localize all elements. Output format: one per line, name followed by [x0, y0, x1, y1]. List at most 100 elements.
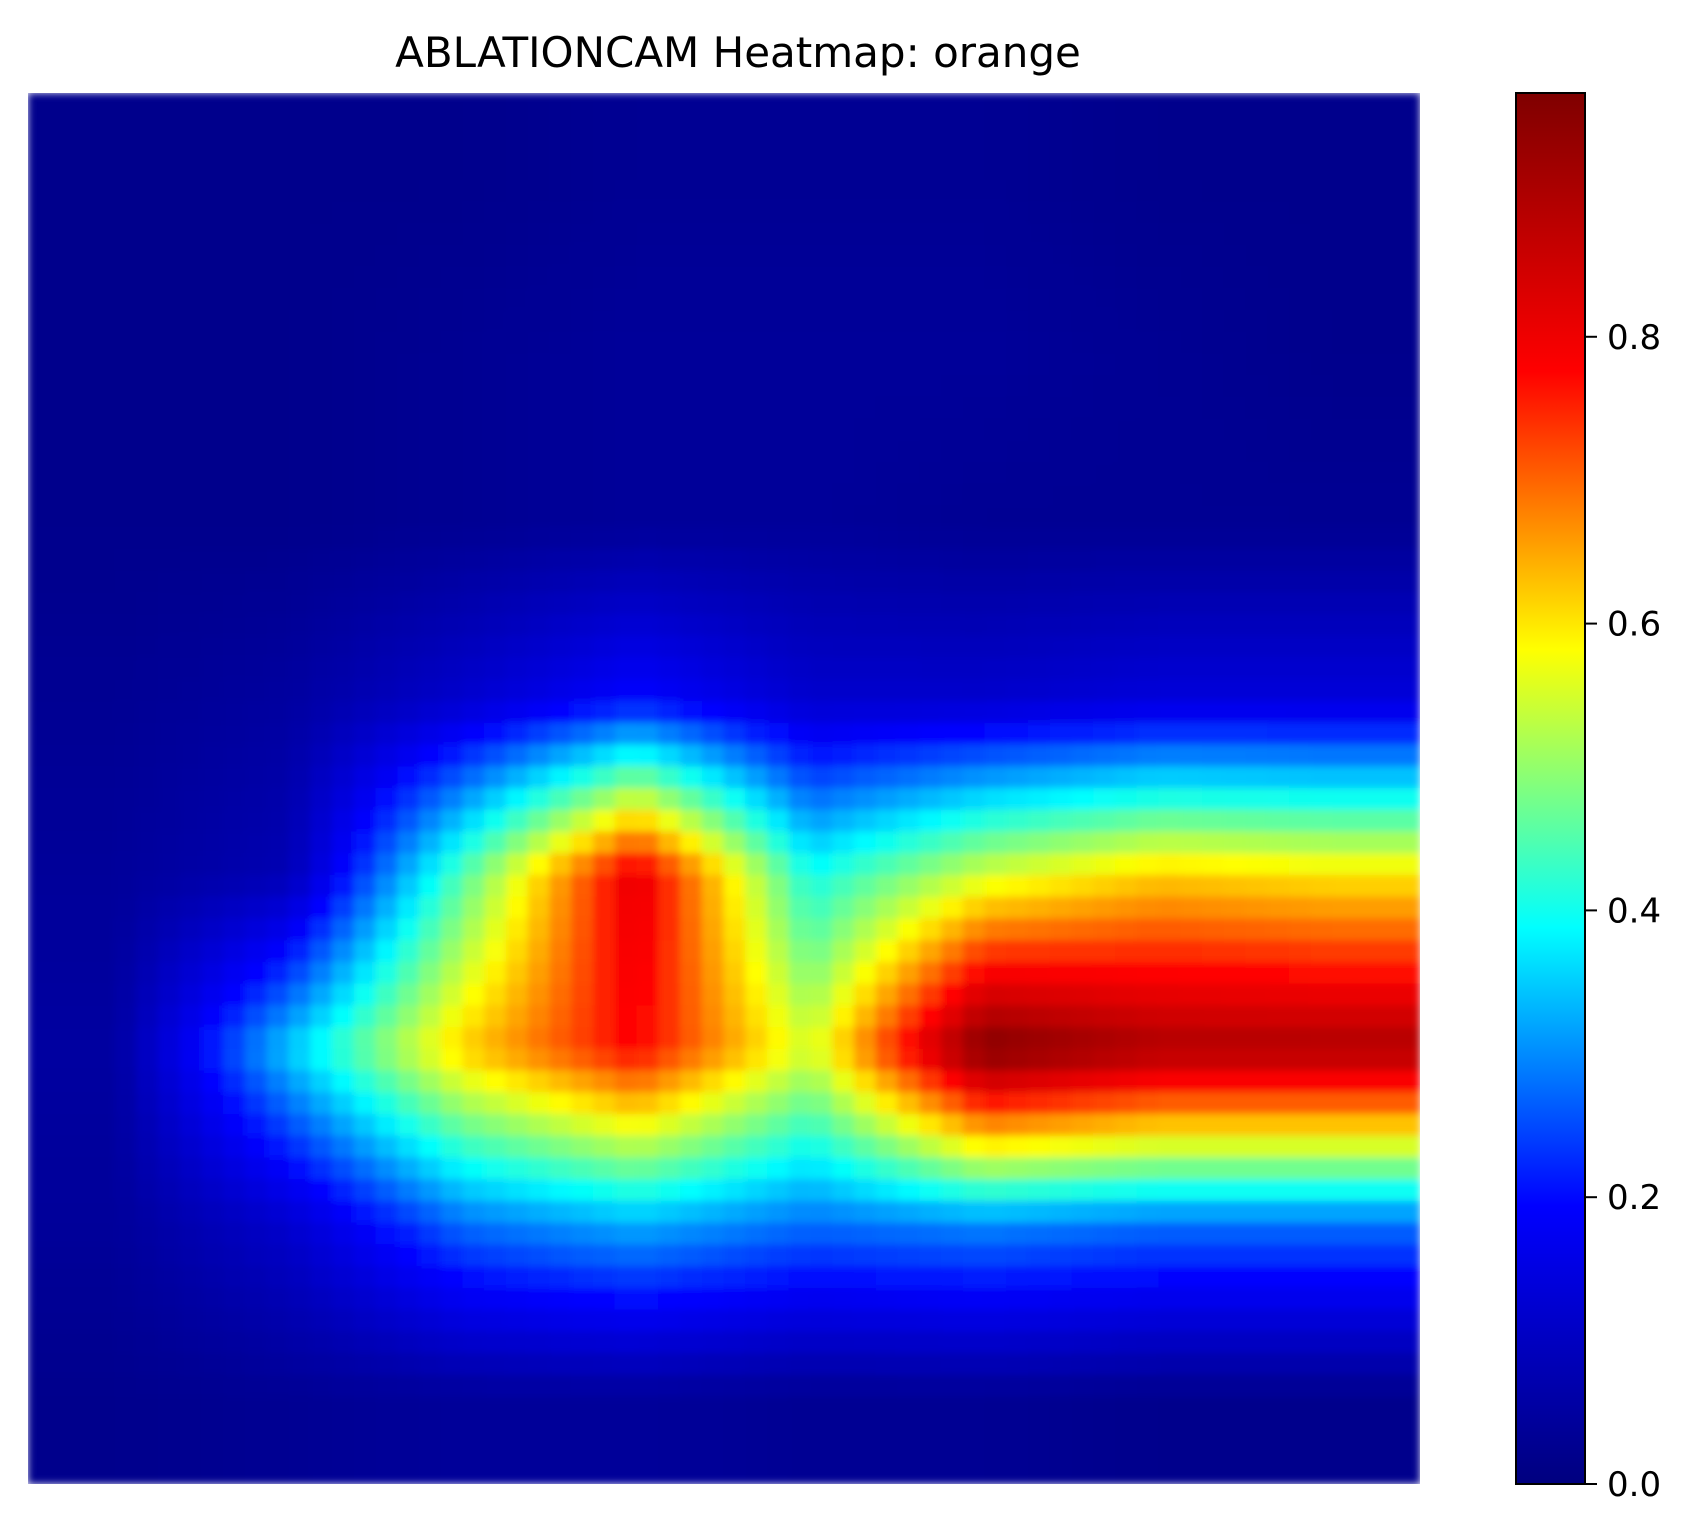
heatmap-cell	[636, 853, 660, 876]
heatmap-cell	[1354, 722, 1377, 746]
heatmap-cell	[136, 809, 159, 833]
heatmap-cell	[288, 135, 312, 159]
heatmap-cell	[701, 201, 725, 224]
heatmap-cell	[158, 353, 181, 377]
heatmap-cell	[353, 505, 377, 529]
heatmap-cell	[1397, 766, 1420, 789]
heatmap-cell	[1397, 940, 1420, 963]
heatmap-cell	[1332, 896, 1356, 920]
heatmap-cell	[440, 1114, 464, 1137]
heatmap-cell	[1136, 1331, 1160, 1355]
heatmap-cell	[1180, 505, 1203, 529]
heatmap-cell	[875, 375, 899, 398]
heatmap-cell	[1289, 614, 1312, 637]
heatmap-cell	[1028, 331, 1051, 355]
heatmap-cell	[92, 1222, 116, 1246]
heatmap-cell	[788, 222, 812, 246]
heatmap-cell	[549, 657, 573, 681]
heatmap-cell	[28, 1048, 51, 1072]
heatmap-cell	[353, 461, 377, 485]
heatmap-cell	[1289, 353, 1312, 377]
heatmap-cell	[767, 135, 790, 159]
heatmap-cell	[310, 353, 333, 377]
heatmap-cell	[1006, 288, 1029, 311]
heatmap-cell	[1136, 135, 1160, 159]
heatmap-cell	[136, 375, 159, 398]
heatmap-cell	[223, 135, 246, 159]
heatmap-cell	[179, 983, 203, 1007]
heatmap-cell	[1223, 744, 1247, 768]
heatmap-cell	[179, 1070, 203, 1094]
heatmap-cell	[179, 1287, 203, 1311]
heatmap-cell	[1310, 331, 1334, 355]
heatmap-cell	[767, 614, 790, 637]
heatmap-cell	[788, 114, 812, 137]
heatmap-cell	[1093, 135, 1116, 159]
heatmap-cell	[854, 1309, 877, 1333]
heatmap-cell	[288, 744, 312, 768]
heatmap-cell	[984, 201, 1008, 224]
heatmap-cell	[1028, 809, 1051, 833]
heatmap-cell	[158, 940, 181, 963]
heatmap-cell	[658, 1222, 681, 1246]
heatmap-cell	[1223, 1222, 1247, 1246]
heatmap-cell	[636, 266, 660, 290]
heatmap-cell	[1093, 418, 1116, 442]
heatmap-cell	[658, 1266, 681, 1289]
heatmap-cell	[1397, 961, 1420, 985]
heatmap-cell	[179, 1200, 203, 1224]
heatmap-cell	[767, 1135, 790, 1159]
heatmap-cell	[1223, 657, 1247, 681]
heatmap-cell	[1376, 375, 1399, 398]
heatmap-cell	[1310, 1179, 1334, 1202]
heatmap-cell	[1136, 93, 1160, 116]
heatmap-cell	[136, 831, 159, 855]
heatmap-cell	[462, 570, 486, 594]
heatmap-cell	[875, 1092, 899, 1116]
heatmap-cell	[1354, 831, 1377, 855]
heatmap-cell	[223, 1092, 246, 1116]
heatmap-cell	[1310, 93, 1334, 116]
heatmap-cell	[810, 1114, 834, 1137]
heatmap-cell	[1158, 1244, 1182, 1268]
heatmap-cell	[201, 505, 225, 529]
heatmap-cell	[1376, 266, 1399, 290]
heatmap-cell	[266, 1266, 290, 1289]
heatmap-cell	[245, 1266, 268, 1289]
heatmap-cell	[1267, 201, 1290, 224]
heatmap-cell	[745, 570, 768, 594]
heatmap-cell	[419, 1092, 442, 1116]
heatmap-cell	[680, 722, 703, 746]
heatmap-cell	[1397, 1309, 1420, 1333]
heatmap-cell	[114, 1309, 138, 1333]
heatmap-cell	[571, 961, 594, 985]
heatmap-cell	[658, 701, 681, 724]
heatmap-cell	[1093, 1396, 1116, 1420]
heatmap-cell	[201, 983, 225, 1007]
heatmap-cell	[1049, 635, 1073, 659]
heatmap-cell	[158, 179, 181, 203]
heatmap-cell	[1180, 527, 1203, 550]
heatmap-cell	[1397, 722, 1420, 746]
heatmap-cell	[1289, 1200, 1312, 1224]
heatmap-cell	[1049, 1244, 1073, 1268]
heatmap-cell	[810, 1027, 834, 1050]
heatmap-cell	[49, 418, 72, 442]
heatmap-cell	[875, 483, 899, 507]
heatmap-cell	[462, 1200, 486, 1224]
heatmap-cell	[614, 1222, 638, 1246]
heatmap-cell	[114, 1440, 138, 1463]
heatmap-cell	[593, 853, 616, 876]
heatmap-cell	[1136, 1244, 1160, 1268]
heatmap-cell	[419, 614, 442, 637]
heatmap-cell	[1180, 222, 1203, 246]
heatmap-cell	[984, 266, 1008, 290]
heatmap-cell	[875, 1157, 899, 1181]
heatmap-cell	[310, 722, 333, 746]
heatmap-cell	[1289, 853, 1312, 876]
heatmap-cell	[1071, 505, 1095, 529]
heatmap-cell	[1180, 548, 1203, 572]
heatmap-cell	[1223, 1114, 1247, 1137]
heatmap-cell	[1223, 548, 1247, 572]
heatmap-cell	[1289, 1157, 1312, 1181]
